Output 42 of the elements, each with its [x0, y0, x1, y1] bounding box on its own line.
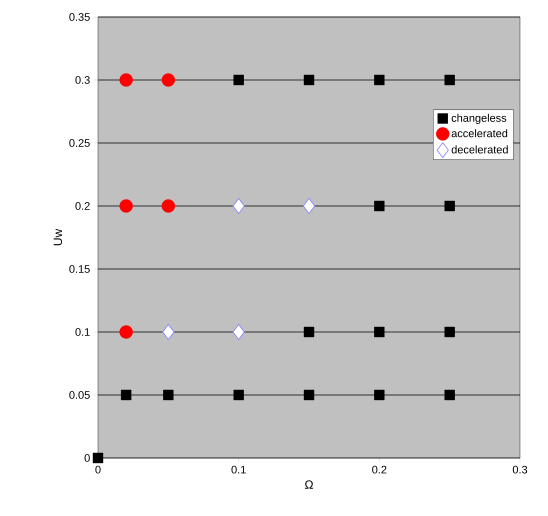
point [162, 199, 176, 213]
x-tick-label: 0.3 [512, 466, 528, 474]
point [162, 73, 176, 87]
y-tick-label: 0.35 [69, 13, 90, 21]
point [119, 199, 133, 213]
x-tick-label: 0 [95, 466, 101, 474]
y-tick-label: 0.25 [69, 139, 90, 147]
x-axis-title: Ω [305, 480, 313, 489]
point [233, 390, 244, 400]
y-tick-label: 0.2 [75, 202, 90, 210]
point [374, 74, 385, 86]
point [162, 324, 174, 340]
y-tick-label: 0.15 [69, 265, 90, 273]
point [233, 74, 244, 86]
point [302, 198, 316, 214]
point [374, 200, 385, 212]
point [444, 200, 455, 212]
point [304, 326, 314, 338]
y-tick-label: 0 [84, 454, 90, 462]
x-tick-label: 0.2 [372, 466, 386, 474]
y-tick-label: 0.05 [69, 391, 90, 399]
x-tick-label: 0.1 [231, 466, 246, 474]
point [374, 326, 385, 338]
point [119, 73, 133, 87]
legend-label: changeless [452, 114, 506, 124]
point [92, 452, 104, 464]
legend-label: accelerated [452, 129, 508, 138]
point [444, 74, 455, 86]
point [304, 390, 314, 400]
y-axis-title: Uw [54, 228, 62, 246]
y-tick-label: 0.1 [75, 328, 90, 336]
point [232, 324, 245, 340]
point [444, 390, 455, 400]
point [304, 74, 314, 86]
point [120, 390, 132, 400]
y-tick-label: 0.3 [75, 76, 90, 84]
legend-label: decelerated [452, 145, 508, 154]
point [163, 390, 174, 400]
point [374, 390, 385, 400]
point [232, 198, 245, 214]
point [444, 326, 455, 338]
point [119, 325, 133, 339]
